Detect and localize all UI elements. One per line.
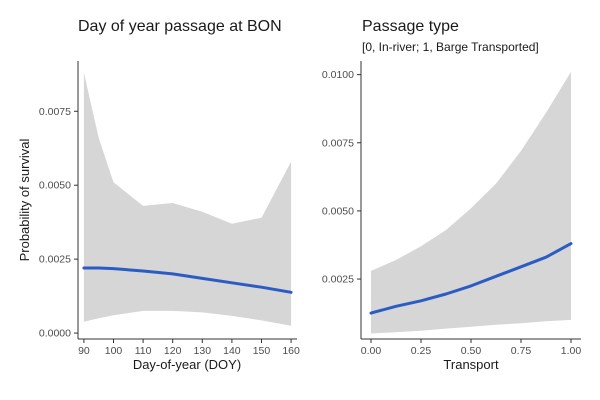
- x-tick-label: 0.00: [361, 345, 382, 357]
- panel-transport: Passage type [0, In-river; 1, Barge Tran…: [322, 18, 582, 372]
- panel-transport-x-axis-title: Transport: [443, 357, 499, 372]
- panel-doy-y-axis-title: Probability of survival: [17, 138, 32, 261]
- x-tick-label: 1.00: [561, 345, 582, 357]
- panel-doy-x-axis-title: Day-of-year (DOY): [133, 357, 241, 372]
- panel-doy-y-ticks: 0.0000 0.0025 0.0050 0.0075: [39, 106, 78, 340]
- y-tick-label: 0.0075: [322, 137, 354, 149]
- panel-doy-title: Day of year passage at BON: [78, 18, 282, 35]
- x-tick-label: 140: [223, 345, 241, 357]
- panel-doy-confidence-ribbon: [83, 72, 292, 326]
- y-tick-label: 0.0050: [322, 205, 354, 217]
- y-tick-label: 0.0025: [322, 274, 354, 286]
- x-tick-label: 0.75: [511, 345, 532, 357]
- panel-transport-title: Passage type: [362, 18, 459, 35]
- panel-transport-x-ticks: 0.00 0.25 0.50 0.75 1.00: [361, 339, 582, 357]
- x-tick-label: 110: [135, 345, 152, 357]
- x-tick-label: 150: [253, 345, 271, 357]
- x-tick-label: 90: [78, 345, 90, 357]
- panel-transport-y-ticks: 0.0025 0.0050 0.0075 0.0100: [322, 69, 361, 286]
- x-tick-label: 0.50: [461, 345, 482, 357]
- y-tick-label: 0.0000: [39, 328, 71, 340]
- panel-doy: Day of year passage at BON 90 100 110 120 13…: [17, 18, 300, 372]
- y-tick-label: 0.0100: [322, 69, 354, 81]
- x-tick-label: 0.25: [411, 345, 432, 357]
- panel-doy-x-ticks: 90 100 110 120 130 140 150 160: [78, 339, 300, 357]
- x-tick-label: 100: [105, 345, 123, 357]
- panel-transport-confidence-ribbon: [371, 71, 571, 334]
- panel-transport-subtitle: [0, In-river; 1, Barge Transported]: [362, 40, 539, 54]
- y-tick-label: 0.0025: [39, 254, 71, 266]
- x-tick-label: 120: [164, 345, 182, 357]
- y-tick-label: 0.0075: [39, 106, 71, 118]
- panel-transport-fit-line: [369, 242, 573, 315]
- y-tick-label: 0.0050: [39, 180, 71, 192]
- panel-doy-fit-line: [82, 266, 293, 294]
- x-tick-label: 160: [282, 345, 300, 357]
- x-tick-label: 130: [194, 345, 212, 357]
